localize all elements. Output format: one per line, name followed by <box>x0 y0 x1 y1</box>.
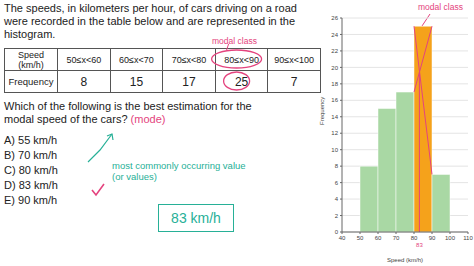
html-text:Which of the following is the: Which of the following is the best estim… <box>4 100 252 125</box>
svg-text:70: 70 <box>393 235 400 241</box>
html-text:most commonly occurring value: most commonly occurring value (or values… <box>112 160 246 182</box>
svg-text:18: 18 <box>331 81 338 87</box>
html-text:80≤x<90: 80≤x<90 <box>224 54 259 65</box>
svg-text:90: 90 <box>429 235 436 241</box>
html-text:D) 83 km/h: D) 83 km/h <box>4 179 58 191</box>
html-text:8: 8 <box>80 74 88 89</box>
svg-text:4: 4 <box>335 196 339 202</box>
svg-text:Speed (km/h): Speed (km/h) <box>387 257 423 263</box>
svg-text:40: 40 <box>339 235 346 241</box>
html-text:E) 90 km/h: E) 90 km/h <box>4 194 58 206</box>
svg-text:10: 10 <box>331 147 338 153</box>
svg-text:60: 60 <box>375 235 382 241</box>
html-text:B) 70 km/h: B) 70 km/h <box>4 149 58 161</box>
html-text:modal class: modal class <box>212 36 257 46</box>
svg-text:100: 100 <box>445 235 456 241</box>
svg-text:80: 80 <box>411 235 418 241</box>
svg-text:6: 6 <box>335 180 339 186</box>
svg-text:12: 12 <box>331 130 338 136</box>
svg-text:2: 2 <box>335 213 339 219</box>
svg-text:20: 20 <box>331 65 338 71</box>
html-text:83 km/h: 83 km/h <box>171 210 221 226</box>
html-text:Frequency: Frequency <box>8 76 54 87</box>
svg-text:83: 83 <box>416 242 423 248</box>
svg-text:0: 0 <box>335 229 339 235</box>
html-text:70≤x<80: 70≤x<80 <box>171 54 207 65</box>
svg-text:14: 14 <box>331 114 338 120</box>
html-text:25: 25 <box>234 74 249 89</box>
svg-text:8: 8 <box>335 163 339 169</box>
svg-text:26: 26 <box>331 15 338 21</box>
html-text:60≤x<70: 60≤x<70 <box>119 54 154 65</box>
svg-text:22: 22 <box>331 48 338 54</box>
html-text:15: 15 <box>129 74 144 89</box>
svg-text:16: 16 <box>331 97 338 103</box>
html-text:90≤x<100: 90≤x<100 <box>274 54 314 65</box>
svg-text:110: 110 <box>463 235 466 241</box>
html-text:7: 7 <box>290 74 298 89</box>
svg-text:24: 24 <box>331 32 338 38</box>
svg-text:Frequency: Frequency <box>319 97 325 125</box>
html-text:Speed (km/h): Speed (km/h) <box>18 49 44 70</box>
html-text:modal class: modal class <box>418 2 463 12</box>
html-text:The speeds, in kilometers per: The speeds, in kilometers per hour, of c… <box>4 2 297 40</box>
svg-text:50: 50 <box>357 235 364 241</box>
html-text:A) 55 km/h: A) 55 km/h <box>4 134 58 146</box>
html-text:17: 17 <box>182 74 196 89</box>
html-text:C) 80 km/h: C) 80 km/h <box>4 164 58 176</box>
html-text:50≤x<60: 50≤x<60 <box>66 54 102 65</box>
